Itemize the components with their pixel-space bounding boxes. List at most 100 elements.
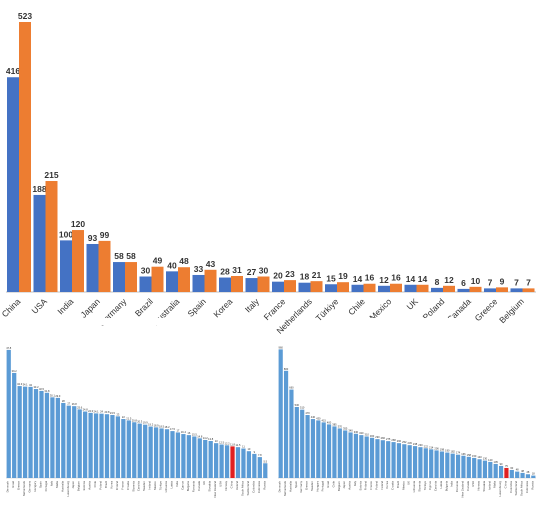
category-label: Belgium (497, 296, 526, 325)
small-category-label: France (369, 481, 373, 490)
small-bar-0 (6, 349, 11, 478)
small-category-label: Slovenia (131, 481, 135, 492)
small-bar-29 (434, 450, 439, 478)
small-category-label: UK (202, 481, 206, 485)
small-bar-17 (369, 437, 375, 478)
small-data-label: 34.3 (17, 382, 23, 386)
bar-a-7 (192, 274, 205, 292)
data-label: 523 (18, 11, 32, 21)
small-category-label: Czechia (137, 481, 141, 492)
small-data-label: 16.4 (181, 430, 187, 434)
small-category-label: Slovakia (482, 481, 486, 492)
small-category-label: Bulgaria (186, 481, 190, 492)
small-data-label: 17 (176, 428, 179, 432)
small-category-label: Portugal (321, 481, 325, 492)
small-category-label: Malta (493, 481, 497, 488)
small-bar-23 (132, 422, 137, 478)
small-category-label: Mexico (153, 481, 157, 490)
small-data-label: 11 (242, 445, 245, 449)
small-category-label: Chile (93, 481, 97, 488)
data-label: 100 (59, 229, 73, 239)
data-label: 7 (488, 277, 493, 287)
small-bar-1 (12, 372, 17, 478)
small-data-label: 245 (408, 441, 413, 445)
small-data-label: 198 (440, 447, 445, 451)
small-category-label: Japan (342, 481, 346, 489)
small-category-label: Spain (294, 481, 298, 489)
small-category-label: Luxembourg (66, 481, 70, 497)
bar-b-11 (310, 281, 323, 292)
small-bar-14 (83, 411, 88, 478)
small-bar-39 (488, 461, 493, 478)
small-category-label: Japan (71, 481, 75, 489)
small-category-label: Germany (299, 480, 303, 492)
small-data-label: 27 (67, 402, 70, 406)
small-bar-31 (175, 432, 181, 478)
small-bar-chart-left: 47.8 Denmark 39.2 Israel 34.3 Greece 34.1 Nethe… (6, 346, 268, 497)
small-bar-12 (343, 430, 348, 478)
small-bar-44 (515, 471, 520, 478)
small-category-label: Cyprus (180, 480, 184, 489)
bar-b-14 (390, 283, 402, 292)
small-category-label: Norway (477, 480, 481, 490)
small-data-label: 32.5 (39, 387, 45, 391)
category-label: Chile (346, 296, 367, 317)
small-data-label: 31.8 (44, 389, 50, 393)
small-bar-45 (252, 453, 257, 478)
small-data-label: 510 (300, 406, 305, 410)
small-category-label: Denmark (6, 480, 10, 492)
small-category-label: Finland (364, 481, 368, 491)
small-data-label: 11.8 (230, 442, 235, 446)
small-bar-33 (186, 435, 191, 478)
small-category-label: India (450, 481, 454, 488)
small-category-label: Netherlands (22, 480, 26, 496)
data-label: 30 (141, 266, 151, 276)
data-label: 27 (247, 267, 257, 277)
small-bar-29 (164, 429, 170, 478)
small-data-label: 18.9 (154, 423, 160, 427)
small-data-label: 13 (215, 439, 218, 443)
small-category-label: USA (219, 481, 223, 487)
small-bar-34 (192, 436, 197, 478)
category-label: Korea (211, 296, 234, 319)
small-bar-41 (498, 465, 504, 478)
small-category-label: Brazil (104, 481, 108, 488)
category-label: Italy (243, 296, 262, 315)
data-label: 99 (100, 230, 110, 240)
small-category-label: Russia (530, 481, 534, 490)
small-bar-32 (450, 453, 455, 478)
small-bar-11 (337, 428, 342, 478)
small-data-label: 75 (505, 464, 508, 468)
small-data-label: 39.2 (12, 369, 18, 373)
small-data-label: 24 (100, 410, 103, 414)
small-data-label: 440 (311, 415, 316, 419)
small-data-label: 24.3 (88, 409, 94, 413)
small-category-label: Iceland (487, 481, 491, 490)
small-bar-10 (61, 402, 66, 478)
small-bar-34 (461, 455, 466, 478)
small-data-label: 275 (386, 437, 391, 441)
small-data-label: 320 (359, 431, 364, 435)
small-data-label: 12.2 (225, 441, 231, 445)
small-category-label: Latvia (169, 481, 173, 489)
bar-b-18 (496, 287, 508, 292)
bar-a-2 (60, 240, 72, 292)
bar-a-9 (245, 278, 258, 292)
bar-a-8 (219, 277, 231, 292)
data-label: 188 (32, 184, 46, 194)
small-bar-19 (110, 415, 115, 478)
small-data-label: 48 (516, 468, 519, 472)
category-label: Greece (473, 296, 500, 323)
small-bar-9 (55, 397, 60, 478)
small-data-label: 28 (526, 470, 529, 474)
small-data-label: 24.1 (94, 409, 100, 413)
bar-a-10 (272, 281, 284, 292)
small-data-label: 150 (472, 454, 477, 458)
small-data-label: 25.6 (77, 405, 83, 409)
data-label: 416 (6, 66, 20, 76)
small-category-label: Switzerland (514, 481, 518, 496)
small-category-label: Romania (191, 481, 195, 493)
small-bar-1 (283, 370, 289, 478)
small-category-label: Estonia (82, 481, 86, 491)
bar-b-17 (469, 286, 482, 292)
